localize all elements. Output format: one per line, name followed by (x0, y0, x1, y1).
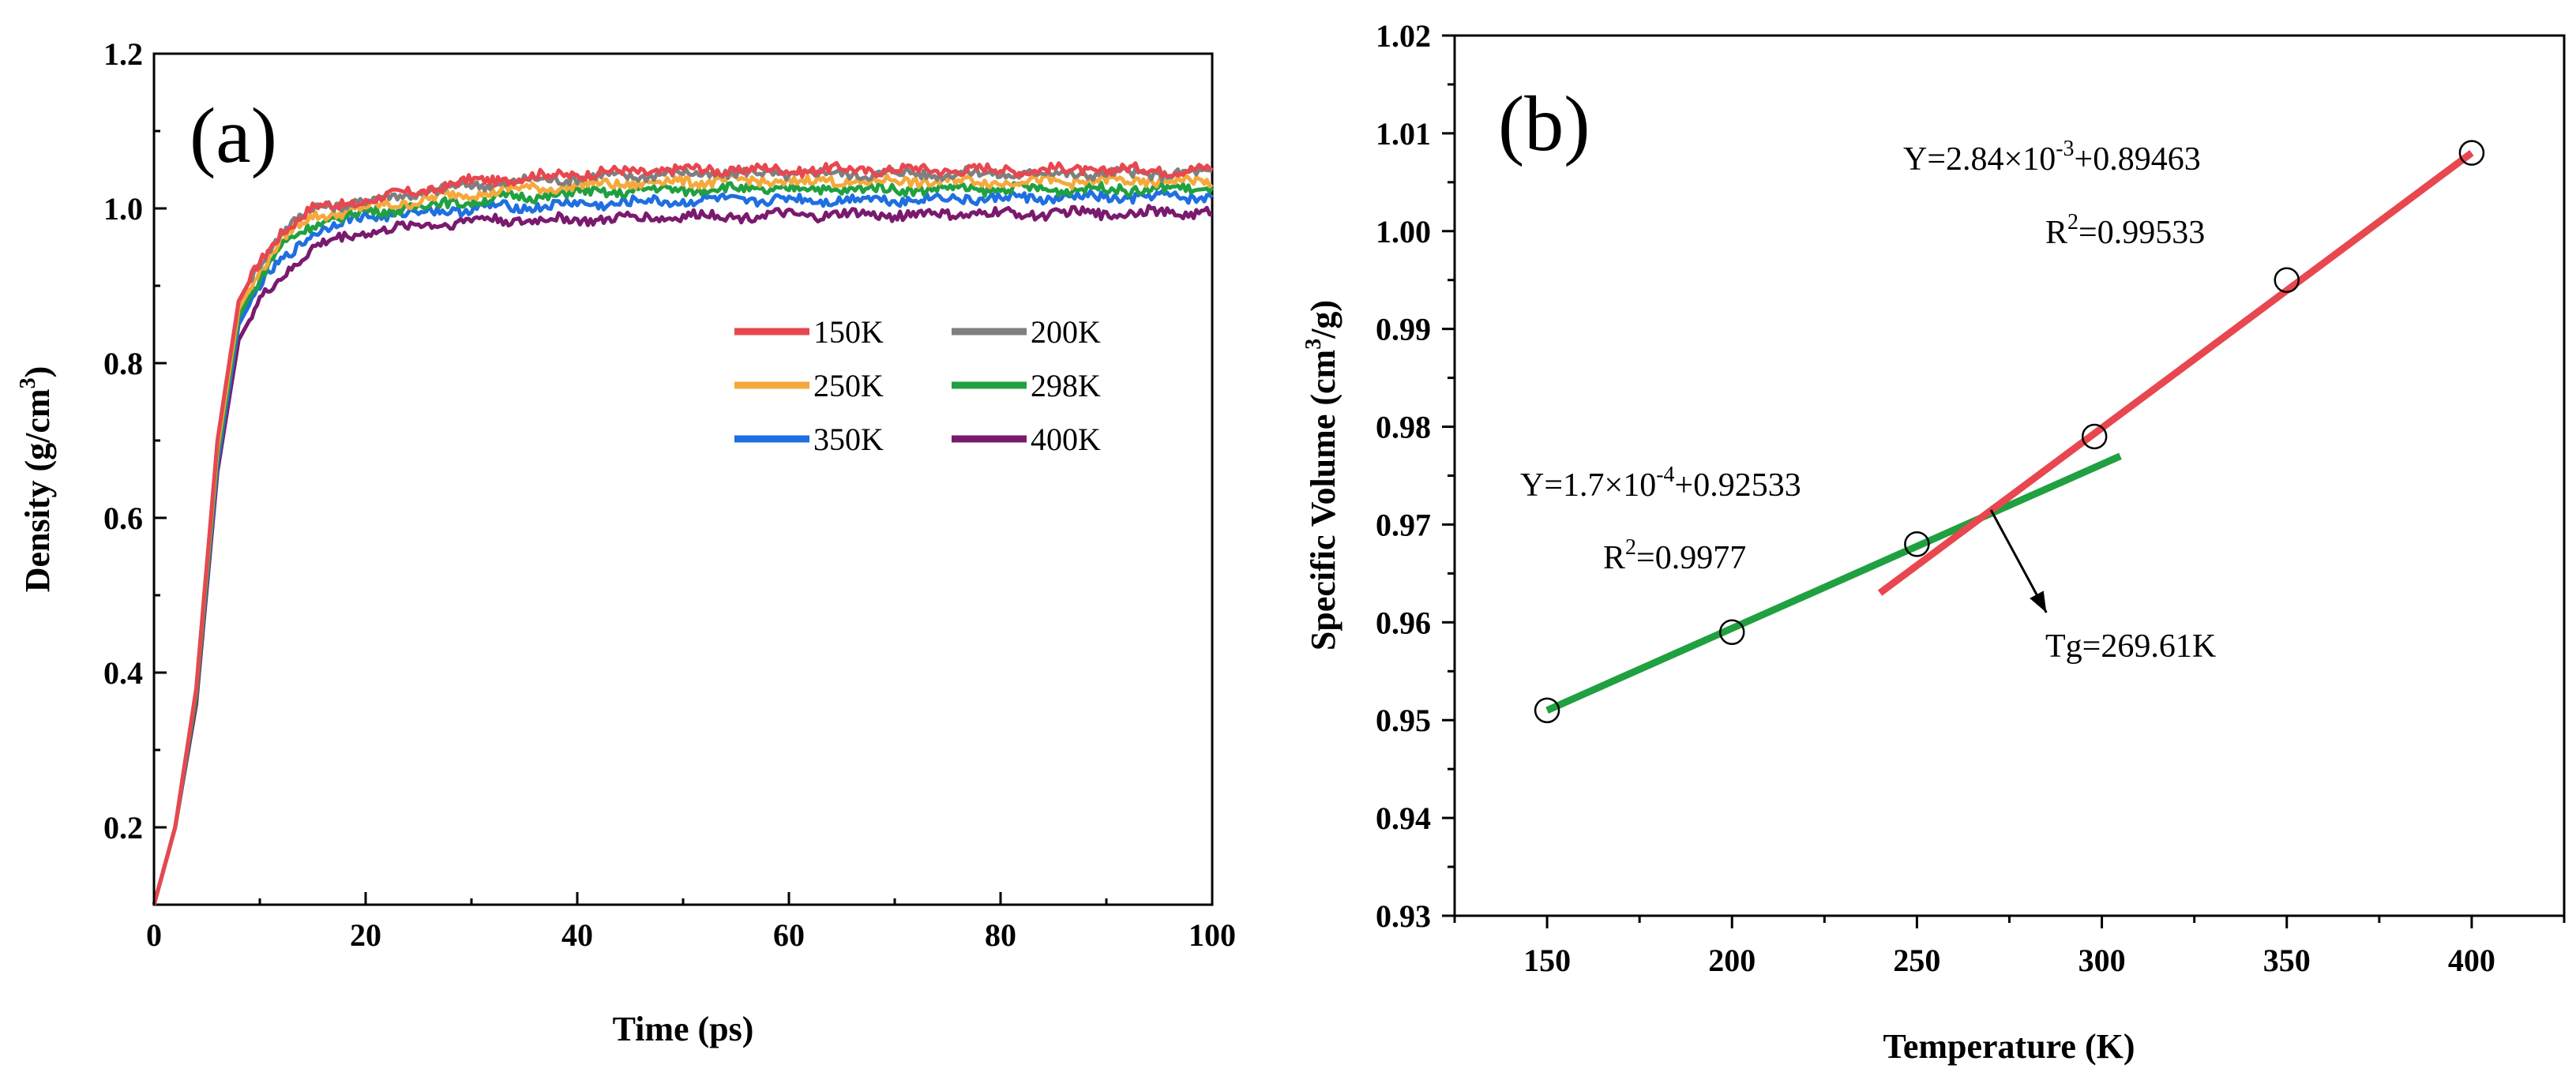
data-point (2274, 267, 2300, 293)
data-point (2458, 140, 2485, 166)
panel-b-x-tick-label: 250 (1893, 943, 1940, 978)
series-line-298K (152, 180, 1215, 905)
panel-a-y-tick-label: 0.2 (103, 810, 143, 845)
fit-high-equation: Y=2.84×10-3+0.89463 (1903, 137, 2201, 178)
panel-b-x-tick-label: 200 (1708, 943, 1756, 978)
legend-label-298K: 298K (1031, 368, 1101, 403)
panel-a-y-tick-label: 1.2 (103, 36, 143, 72)
panel-a-x-tick-label: 80 (985, 917, 1016, 953)
fit-high-r2: R2=0.99533 (2045, 210, 2205, 251)
fit-high-r2-post: =0.99533 (2078, 215, 2205, 251)
panel-a-label: (a) (190, 92, 277, 179)
data-point (2081, 423, 2108, 450)
tg-arrow-head (2030, 590, 2047, 613)
panel-b-y-tick-label: 0.95 (1376, 703, 1431, 738)
tg-label: Tg=269.61K (2045, 628, 2216, 665)
panel-b-y-axis-title-end: /g) (1304, 300, 1342, 339)
fit-low-r2-post: =0.9977 (1636, 540, 1746, 576)
data-point (1904, 531, 1930, 557)
panel-b-y-axis-title-main: Specific Volume (cm (1304, 350, 1342, 650)
panel-b-y-axis-title: Specific Volume (cm3/g) (1301, 300, 1342, 650)
fit-low-equation-sup: -4 (1656, 463, 1674, 487)
fit-high-equation-pre: Y=2.84×10 (1903, 141, 2056, 178)
panel-b-data-points (1534, 140, 2485, 724)
series-line-250K (152, 173, 1214, 905)
panel-a-x-tick-label: 40 (561, 917, 593, 953)
fit-low-equation: Y=1.7×10-4+0.92533 (1520, 463, 1801, 504)
panel-b-y-tick-label: 0.93 (1376, 898, 1431, 934)
panel-a-y-axis-title: Density (g/cm3) (16, 366, 57, 593)
data-point (1534, 697, 1560, 724)
panel-a-y-axis-title-end: ) (18, 366, 57, 378)
panel-b-x-ticks: 150 200 250 300 350 400 (1453, 916, 2566, 978)
fit-high-equation-sup: -3 (2056, 137, 2074, 161)
panel-a-y-tick-label: 0.4 (103, 655, 143, 691)
panel-a-x-axis-title: Time (ps) (613, 1010, 754, 1048)
legend-label-400K: 400K (1031, 422, 1101, 457)
panel-a-x-tick-label: 100 (1188, 917, 1236, 953)
panel-b-y-ticks: 0.93 0.94 0.95 0.96 0.97 0.98 0.99 1.00 1.01 1.02 (1376, 18, 1455, 934)
panel-b-fit-lines (1545, 150, 2474, 714)
panel-b-x-axis-title: Temperature (K) (1883, 1027, 2135, 1066)
series-line-200K (152, 165, 1213, 905)
panel-a-x-tick-label: 20 (350, 917, 381, 953)
panel-b-y-tick-label: 0.94 (1376, 800, 1431, 836)
fit-high-r2-sup: 2 (2067, 210, 2078, 234)
panel-a-x-ticks: 0 20 40 60 80 100 (146, 892, 1236, 953)
panel-a-y-tick-label: 0.6 (103, 501, 143, 536)
legend-label-150K: 150K (813, 314, 884, 350)
panel-a-x-tick-label: 60 (773, 917, 805, 953)
data-point (1719, 619, 1745, 645)
panel-a-x-tick-label: 0 (146, 917, 162, 953)
legend-label-200K: 200K (1031, 314, 1101, 350)
fit-low-r2-sup: 2 (1625, 535, 1636, 560)
panel-b-y-tick-label: 1.01 (1376, 116, 1431, 152)
panel-a-y-axis-title-main: Density (g/cm (18, 388, 57, 592)
panel-a-y-axis-title-sup: 3 (16, 377, 40, 388)
fit-high-equation-post: +0.89463 (2075, 141, 2201, 178)
series-line-150K (152, 160, 1214, 905)
fit-line-high (1877, 150, 2474, 596)
panel-b-label: (b) (1498, 80, 1590, 167)
panel-b-x-tick-label: 150 (1523, 943, 1571, 978)
panel-a-y-tick-label: 1.0 (103, 191, 143, 227)
panel-b-y-tick-label: 0.97 (1376, 507, 1431, 542)
panel-a-series-group (152, 160, 1215, 905)
panel-b-y-tick-label: 0.96 (1376, 605, 1431, 640)
panel-b-y-tick-label: 1.00 (1376, 214, 1431, 249)
panel-a: 0 20 40 60 80 100 0.2 0.4 0.6 0.8 1.0 1.2 (a) Time… (16, 36, 1236, 1048)
panel-a-y-ticks: 0.2 0.4 0.6 0.8 1.0 1.2 (103, 36, 167, 845)
fit-low-r2: R2=0.9977 (1603, 535, 1746, 576)
fit-low-equation-pre: Y=1.7×10 (1520, 467, 1656, 504)
series-line-350K (152, 189, 1214, 905)
panel-b-y-tick-label: 0.98 (1376, 410, 1431, 445)
panel-b-y-tick-label: 0.99 (1376, 312, 1431, 347)
fit-line-low (1545, 452, 2122, 714)
panel-b-y-axis-title-sup: 3 (1301, 339, 1326, 350)
fit-high-r2-pre: R (2045, 215, 2067, 251)
fit-low-r2-pre: R (1603, 540, 1625, 576)
panel-b-x-tick-label: 400 (2448, 943, 2495, 978)
series-line-400K (152, 204, 1213, 905)
panel-b-x-tick-label: 300 (2078, 943, 2126, 978)
tg-arrow (1989, 509, 2048, 613)
panel-b: 150 200 250 300 350 400 0.930.940.950.960.970… (1301, 18, 2566, 1066)
legend-label-250K: 250K (813, 368, 884, 403)
panel-a-y-tick-label: 0.8 (103, 346, 143, 381)
panel-b-x-tick-label: 350 (2263, 943, 2311, 978)
panel-b-y-tick-label: 1.02 (1376, 18, 1431, 54)
panel-a-legend: 150K 200K 250K 298K 350K 400K (734, 314, 1101, 457)
legend-label-350K: 350K (813, 422, 884, 457)
fit-low-equation-post: +0.92533 (1675, 467, 1801, 504)
